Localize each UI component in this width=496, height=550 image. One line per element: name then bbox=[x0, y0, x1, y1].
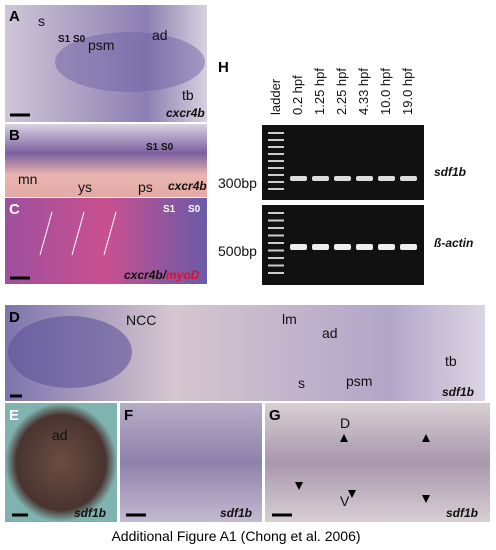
ladder-band bbox=[268, 167, 284, 169]
ladder-band bbox=[268, 264, 284, 267]
panel-letter: E bbox=[9, 407, 19, 424]
label: S1 S0 bbox=[58, 34, 86, 45]
panel-f-image bbox=[120, 403, 262, 522]
label: tb bbox=[445, 353, 457, 369]
panel-b-image bbox=[5, 124, 207, 197]
gel-band bbox=[400, 244, 417, 250]
ladder-band bbox=[268, 249, 284, 252]
gel-band bbox=[378, 176, 395, 181]
gene-label: cxcr4b bbox=[166, 106, 205, 120]
gel-band bbox=[356, 244, 373, 250]
gene-label: cxcr4b/myoD bbox=[124, 268, 200, 282]
gel-band bbox=[334, 176, 351, 181]
label: ad bbox=[152, 27, 168, 43]
ladder-band bbox=[268, 212, 284, 214]
panel-letter: H bbox=[218, 59, 229, 76]
panel-c-image bbox=[5, 198, 207, 284]
panel-letter: F bbox=[124, 407, 133, 424]
label: D bbox=[340, 415, 350, 431]
gene-label: cxcr4b bbox=[168, 179, 207, 193]
label: psm bbox=[88, 37, 114, 53]
guide-line bbox=[39, 211, 53, 256]
gene-label: sdf1b bbox=[434, 165, 466, 179]
ladder-band bbox=[268, 174, 284, 176]
panel-letter: B bbox=[9, 127, 20, 144]
guide-line bbox=[103, 211, 117, 256]
gel-band bbox=[312, 244, 329, 250]
size-marker: 500bp bbox=[218, 243, 257, 259]
gene-label: cxcr4b/ bbox=[124, 268, 168, 282]
caption: Additional Figure A1 (Chong et al. 2006) bbox=[111, 528, 360, 544]
label: s bbox=[298, 375, 305, 391]
label: ad bbox=[322, 325, 338, 341]
ladder-band bbox=[268, 227, 284, 229]
panel-e-image bbox=[5, 403, 117, 522]
gene-label: ß-actin bbox=[434, 236, 473, 250]
lane-label: 2.25 hpf bbox=[334, 68, 349, 115]
gene-label: sdf1b bbox=[442, 385, 474, 399]
gene-label: sdf1b bbox=[446, 506, 478, 520]
ladder-band bbox=[268, 257, 284, 259]
panel-letter: A bbox=[9, 8, 20, 25]
size-marker: 300bp bbox=[218, 175, 257, 191]
ladder-band bbox=[268, 153, 284, 155]
label: s bbox=[38, 13, 45, 29]
label: ys bbox=[78, 179, 92, 195]
lane-label: 10.0 hpf bbox=[378, 68, 393, 115]
label: lm bbox=[282, 311, 297, 327]
embryo-head bbox=[8, 316, 132, 388]
gel-band bbox=[356, 176, 373, 181]
lane-label: 1.25 hpf bbox=[312, 68, 327, 115]
gel-band bbox=[334, 244, 351, 250]
gene-label: myoD bbox=[166, 268, 200, 282]
lane-label: 0.2 hpf bbox=[290, 75, 305, 115]
ladder-band bbox=[268, 219, 284, 222]
ladder-band bbox=[268, 139, 284, 141]
lane-label: 19.0 hpf bbox=[400, 68, 415, 115]
lane-label: ladder bbox=[268, 78, 283, 115]
gel-band bbox=[290, 244, 307, 250]
ladder-band bbox=[268, 188, 284, 190]
gene-label: sdf1b bbox=[220, 506, 252, 520]
lane-label: 4.33 hpf bbox=[356, 68, 371, 115]
label: psm bbox=[346, 373, 372, 389]
panel-g-image bbox=[265, 403, 490, 522]
gene-label: sdf1b bbox=[74, 506, 106, 520]
label: V bbox=[340, 493, 350, 509]
label: S1 bbox=[163, 204, 176, 215]
ladder-band bbox=[268, 160, 284, 162]
gel-band bbox=[378, 244, 395, 250]
ladder-band bbox=[268, 234, 284, 237]
gel-band bbox=[400, 176, 417, 181]
label: S1 S0 bbox=[146, 142, 174, 153]
label: ad bbox=[52, 427, 68, 443]
ladder-band bbox=[268, 272, 284, 274]
embryo-shape bbox=[55, 32, 205, 92]
label: NCC bbox=[126, 312, 156, 328]
gel-band bbox=[290, 176, 307, 181]
gel-band bbox=[312, 176, 329, 181]
label: mn bbox=[18, 171, 37, 187]
guide-line bbox=[71, 211, 85, 256]
gel-image bbox=[262, 125, 424, 200]
panel-letter: D bbox=[9, 309, 20, 326]
panel-letter: G bbox=[269, 407, 281, 424]
label: tb bbox=[182, 87, 194, 103]
ladder-band bbox=[268, 181, 284, 183]
label: ps bbox=[138, 179, 153, 195]
panel-letter: C bbox=[9, 201, 20, 218]
ladder-band bbox=[268, 242, 284, 244]
ladder-band bbox=[268, 132, 284, 134]
ladder-band bbox=[268, 146, 284, 148]
label: S0 bbox=[188, 204, 201, 215]
